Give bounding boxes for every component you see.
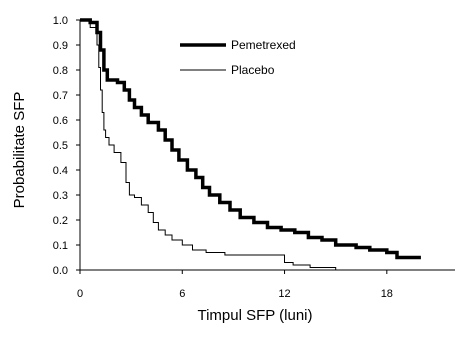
x-tick-label: 12 bbox=[278, 288, 290, 300]
series-line-placebo bbox=[80, 19, 337, 270]
y-tick-label: 0.3 bbox=[53, 190, 68, 202]
series-line-pemetrexed bbox=[80, 18, 421, 260]
y-tick-label: 0.7 bbox=[53, 90, 68, 102]
y-tick-label: 0.0 bbox=[53, 265, 68, 277]
axes bbox=[79, 20, 455, 271]
y-tick-label: 0.8 bbox=[53, 65, 68, 77]
y-axis-title: Probabilitate SFP bbox=[11, 92, 28, 209]
y-tick-label: 1.0 bbox=[53, 15, 68, 27]
x-tick-label: 18 bbox=[381, 288, 393, 300]
series-layer bbox=[80, 18, 421, 270]
y-tick-label: 0.6 bbox=[53, 115, 68, 127]
y-tick-label: 0.9 bbox=[53, 40, 68, 52]
x-axis-title: Timpul SFP (luni) bbox=[197, 307, 312, 324]
legend: Pemetrexed Placebo bbox=[180, 38, 296, 77]
legend-label-placebo: Placebo bbox=[231, 63, 275, 77]
x-tick-label: 0 bbox=[77, 288, 83, 300]
y-tick-label: 0.4 bbox=[53, 165, 68, 177]
x-tick-label: 6 bbox=[179, 288, 185, 300]
x-ticks: 0 6 12 18 bbox=[77, 270, 393, 300]
y-tick-label: 0.1 bbox=[53, 240, 68, 252]
y-ticks: 0.0 0.1 0.2 0.3 0.4 0.5 0.6 0.7 0.8 0.9 1.0 bbox=[53, 15, 80, 277]
y-tick-label: 0.2 bbox=[53, 215, 68, 227]
y-tick-label: 0.5 bbox=[53, 140, 68, 152]
legend-label-pemetrexed: Pemetrexed bbox=[231, 38, 296, 52]
